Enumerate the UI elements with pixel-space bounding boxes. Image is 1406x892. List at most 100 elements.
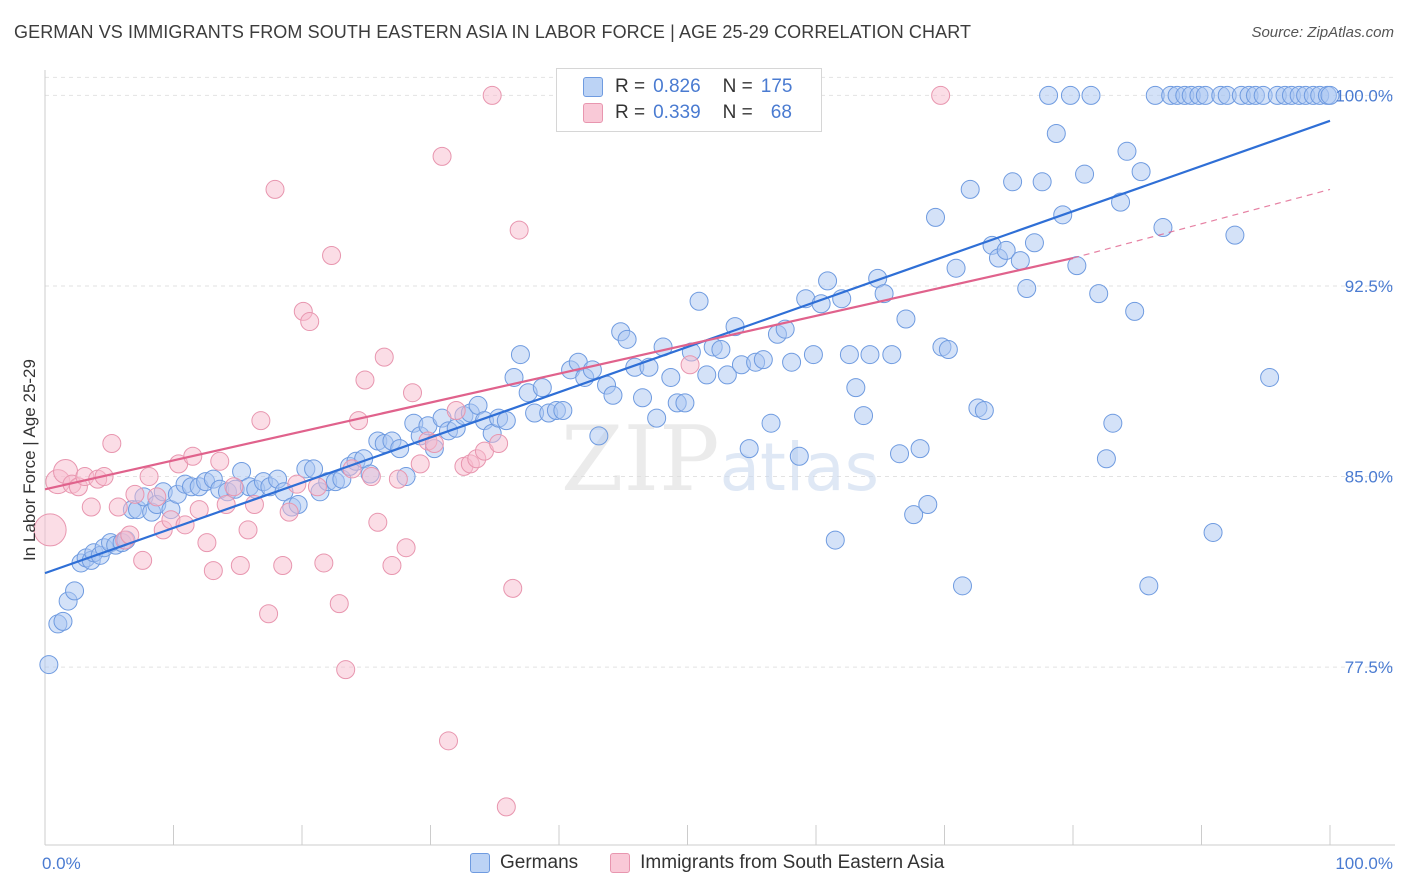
germans-point bbox=[617, 329, 637, 349]
legend-r-label: R = bbox=[615, 76, 646, 97]
germans-point bbox=[1024, 233, 1044, 253]
sea-trend-line bbox=[44, 256, 1074, 491]
sea-point bbox=[108, 497, 128, 517]
stats-legend: R = 0.826 N = 175 R = 0.339 N = 68 bbox=[556, 68, 822, 132]
sea-point bbox=[403, 383, 423, 403]
sea-point bbox=[33, 513, 67, 547]
watermark: ZIPatlas bbox=[561, 407, 879, 512]
sea-point bbox=[314, 553, 334, 573]
sea-point bbox=[102, 434, 122, 454]
germans-point bbox=[1060, 85, 1080, 105]
sea-point bbox=[509, 220, 529, 240]
germans-point bbox=[1010, 251, 1030, 271]
legend-swatch-germans bbox=[470, 853, 490, 873]
sea-point bbox=[300, 312, 320, 332]
germans-point bbox=[661, 367, 681, 387]
sea-point bbox=[410, 454, 430, 474]
germans-point bbox=[1139, 576, 1159, 596]
x-tick-label-max: 100.0% bbox=[1335, 854, 1393, 873]
chart-source: Source: ZipAtlas.com bbox=[1251, 24, 1394, 41]
germans-point bbox=[860, 345, 880, 365]
germans-point bbox=[782, 352, 802, 372]
sea-point bbox=[482, 85, 502, 105]
sea-point bbox=[503, 578, 523, 598]
germans-point bbox=[1117, 141, 1137, 161]
sea-points bbox=[33, 85, 951, 817]
germans-point bbox=[553, 400, 573, 420]
watermark-atlas: atlas bbox=[720, 429, 880, 506]
watermark-text: ZIPatlas bbox=[561, 407, 879, 512]
legend-row-germans: R = 0.826 N = 175 bbox=[583, 74, 792, 100]
sea-point bbox=[279, 502, 299, 522]
germans-point bbox=[825, 530, 845, 550]
sea-point bbox=[197, 533, 217, 553]
legend-item-germans[interactable]: Germans bbox=[470, 852, 578, 874]
germans-point bbox=[496, 411, 516, 431]
germans-point bbox=[818, 271, 838, 291]
germans-point bbox=[882, 345, 902, 365]
germans-point bbox=[65, 581, 85, 601]
sea-point bbox=[133, 550, 153, 570]
germans-point bbox=[854, 406, 874, 426]
germans-point bbox=[711, 340, 731, 360]
germans-point bbox=[918, 495, 938, 515]
sea-point bbox=[329, 594, 349, 614]
germans-point bbox=[890, 444, 910, 464]
legend-r-value: 0.826 bbox=[653, 76, 701, 97]
sea-point bbox=[259, 604, 279, 624]
sea-trend-extension bbox=[1072, 188, 1331, 259]
germans-point bbox=[1131, 162, 1151, 182]
germans-point bbox=[532, 378, 552, 398]
germans-point bbox=[1103, 413, 1123, 433]
sea-point bbox=[438, 731, 458, 751]
germans-point bbox=[946, 258, 966, 278]
legend-label-germans: Germans bbox=[500, 852, 579, 873]
legend-n-label: N = bbox=[722, 102, 753, 123]
germans-point bbox=[53, 611, 73, 631]
legend-row-sea: R = 0.339 N = 68 bbox=[583, 100, 792, 126]
germans-point bbox=[761, 413, 781, 433]
germans-point bbox=[697, 365, 717, 385]
sea-point bbox=[322, 245, 342, 265]
germans-point bbox=[582, 360, 602, 380]
y-tick-label-3: 77.5% bbox=[1345, 658, 1393, 677]
sea-point bbox=[432, 146, 452, 166]
sea-point bbox=[355, 370, 375, 390]
germans-point bbox=[1203, 522, 1223, 542]
germans-point bbox=[846, 378, 866, 398]
sea-point bbox=[230, 555, 250, 575]
germans-point bbox=[1153, 218, 1173, 238]
germans-point bbox=[896, 309, 916, 329]
sea-point bbox=[336, 660, 356, 680]
sea-point bbox=[125, 484, 145, 504]
germans-point bbox=[1125, 301, 1145, 321]
sea-point bbox=[361, 467, 381, 487]
germans-point bbox=[839, 345, 859, 365]
legend-r-label: R = bbox=[615, 102, 646, 123]
germans-point bbox=[1046, 124, 1066, 144]
germans-point bbox=[1017, 279, 1037, 299]
axes bbox=[44, 70, 1395, 846]
sea-point bbox=[251, 411, 271, 431]
germans-point bbox=[739, 439, 759, 459]
germans-point bbox=[1225, 225, 1245, 245]
sea-point bbox=[147, 487, 167, 507]
legend-item-sea[interactable]: Immigrants from South Eastern Asia bbox=[610, 852, 944, 874]
germans-point bbox=[1039, 85, 1059, 105]
sea-point bbox=[368, 512, 388, 532]
series-legend: Germans Immigrants from South Eastern As… bbox=[470, 852, 976, 874]
sea-point bbox=[139, 467, 159, 487]
germans-point bbox=[960, 179, 980, 199]
germans-point bbox=[1003, 172, 1023, 192]
legend-swatch-sea bbox=[583, 103, 603, 123]
sea-point bbox=[238, 520, 258, 540]
legend-r-value: 0.339 bbox=[653, 102, 701, 123]
germans-point bbox=[1089, 284, 1109, 304]
sea-point bbox=[210, 451, 230, 471]
x-tick-label-min: 0.0% bbox=[42, 854, 81, 873]
y-axis-label: In Labor Force | Age 25-29 bbox=[20, 359, 39, 561]
legend-label-sea: Immigrants from South Eastern Asia bbox=[640, 852, 945, 873]
germans-point bbox=[39, 655, 59, 675]
germans-point bbox=[789, 446, 809, 466]
sea-point bbox=[203, 561, 223, 581]
